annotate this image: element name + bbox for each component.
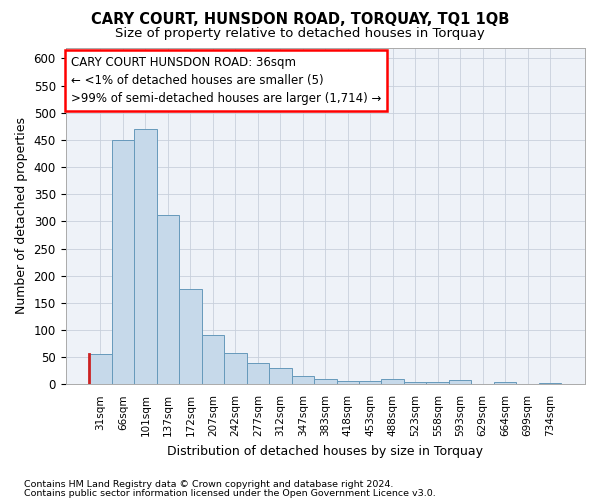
Bar [292, 376, 314, 384]
Bar [202, 336, 224, 384]
Bar [247, 362, 269, 384]
Bar [382, 379, 404, 384]
Bar [494, 382, 517, 384]
X-axis label: Distribution of detached houses by size in Torquay: Distribution of detached houses by size … [167, 444, 483, 458]
Bar [449, 380, 472, 384]
Text: Contains HM Land Registry data © Crown copyright and database right 2024.: Contains HM Land Registry data © Crown c… [24, 480, 394, 489]
Bar [337, 380, 359, 384]
Text: CARY COURT HUNSDON ROAD: 36sqm
← <1% of detached houses are smaller (5)
>99% of : CARY COURT HUNSDON ROAD: 36sqm ← <1% of … [71, 56, 381, 105]
Text: CARY COURT, HUNSDON ROAD, TORQUAY, TQ1 1QB: CARY COURT, HUNSDON ROAD, TORQUAY, TQ1 1… [91, 12, 509, 28]
Bar [157, 215, 179, 384]
Bar [404, 382, 427, 384]
Text: Size of property relative to detached houses in Torquay: Size of property relative to detached ho… [115, 28, 485, 40]
Bar [359, 381, 382, 384]
Text: Contains public sector information licensed under the Open Government Licence v3: Contains public sector information licen… [24, 489, 436, 498]
Bar [427, 382, 449, 384]
Bar [179, 289, 202, 384]
Bar [314, 379, 337, 384]
Bar [89, 354, 112, 384]
Bar [224, 354, 247, 384]
Bar [112, 140, 134, 384]
Bar [539, 382, 562, 384]
Bar [269, 368, 292, 384]
Bar [134, 129, 157, 384]
Y-axis label: Number of detached properties: Number of detached properties [15, 118, 28, 314]
